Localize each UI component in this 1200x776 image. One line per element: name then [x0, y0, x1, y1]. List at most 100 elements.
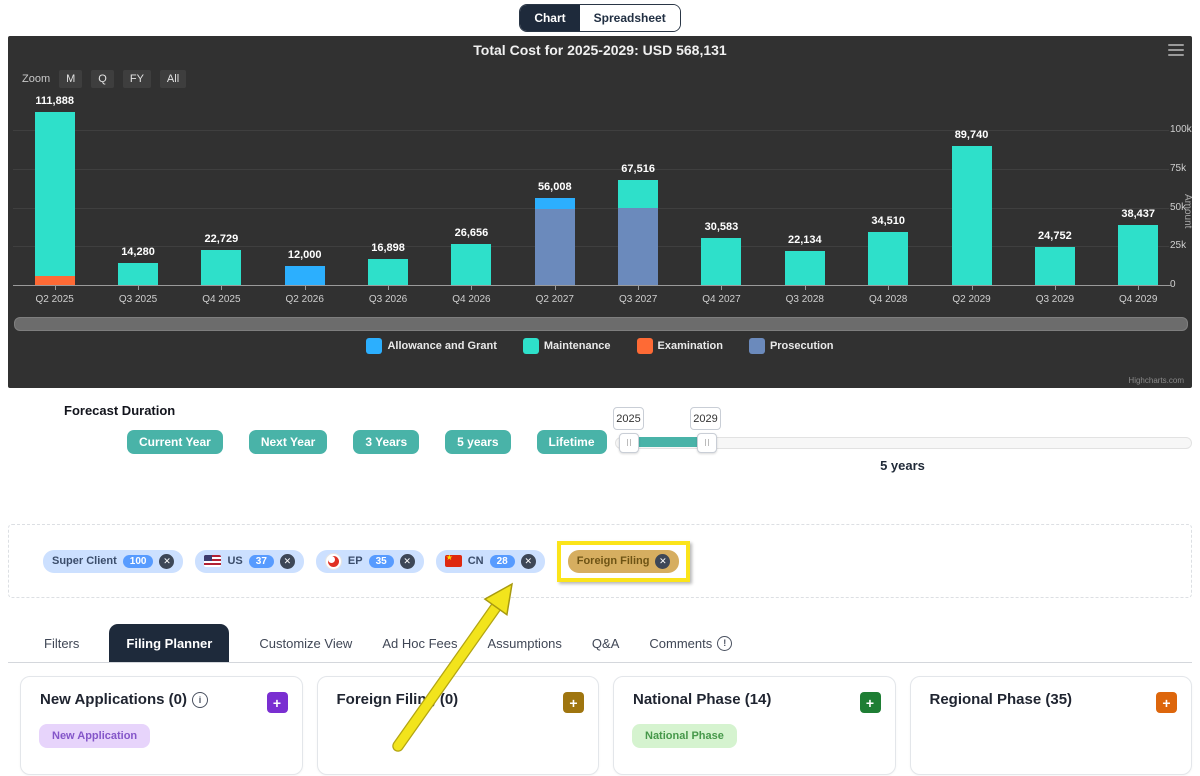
- x-axis-label: Q3 2026: [368, 294, 408, 305]
- bar-segment-maintenance: [201, 249, 242, 285]
- slider-handle-max[interactable]: [697, 433, 717, 453]
- chip-remove-icon[interactable]: ✕: [399, 553, 415, 569]
- filter-chip-ep[interactable]: EP 35 ✕: [315, 549, 424, 573]
- card-national-phase: National Phase (14) + National Phase: [613, 676, 896, 775]
- card-title: Regional Phase (35): [930, 691, 1073, 708]
- main-tabs: Filters Filing Planner Customize View Ad Ho…: [8, 624, 1192, 663]
- tab-label: Q&A: [591, 635, 620, 651]
- legend-swatch-allowance-and-grant-icon: [366, 338, 383, 354]
- bar-q4-2027[interactable]: [701, 237, 742, 285]
- highcharts-credit[interactable]: Highcharts.com: [1128, 376, 1184, 385]
- bar-q4-2028[interactable]: [868, 231, 909, 285]
- bar-q3-2025[interactable]: [118, 262, 159, 285]
- duration-button-3-years[interactable]: 3 Years: [353, 430, 420, 454]
- legend-item-maintenance[interactable]: Maintenance: [522, 338, 611, 354]
- x-axis-label: Q4 2026: [452, 294, 491, 305]
- bar-q3-2027[interactable]: [618, 180, 659, 285]
- duration-button-5-years[interactable]: 5 years: [445, 430, 511, 454]
- duration-button-current-year[interactable]: Current Year: [127, 430, 223, 454]
- forecast-duration-heading: Forecast Duration: [64, 403, 176, 418]
- slider-summary: 5 years: [880, 458, 925, 473]
- filing-cards-row: New Applications (0) i + New Application For…: [20, 676, 1192, 775]
- x-axis-label: Q4 2025: [202, 294, 241, 305]
- bar-value-label: 34,510: [871, 214, 905, 227]
- bar-q4-2029[interactable]: [1118, 225, 1159, 285]
- bar-q2-2026[interactable]: [284, 266, 325, 285]
- chart-legend: Allowance and Grant Maintenance Examinatio…: [8, 338, 1192, 354]
- bar-q3-2026[interactable]: [368, 258, 409, 285]
- chip-remove-icon[interactable]: ✕: [159, 553, 175, 569]
- bar-segment-maintenance: [451, 243, 492, 285]
- slider-handle-min[interactable]: [619, 433, 639, 453]
- chip-remove-icon[interactable]: ✕: [520, 553, 536, 569]
- legend-item-allowance-and-grant[interactable]: Allowance and Grant: [366, 338, 497, 354]
- y-axis-label: 0: [1170, 279, 1176, 290]
- info-icon[interactable]: i: [191, 691, 208, 708]
- bar-segment-maintenance: [951, 145, 992, 285]
- tab-assumptions[interactable]: Assumptions: [487, 624, 561, 662]
- x-axis-tick: [1138, 286, 1140, 290]
- forecast-duration-section: Forecast Duration Current Year Next Year 3…: [8, 388, 1192, 508]
- bar-value-label: 24,752: [1038, 229, 1072, 242]
- bar-segment-maintenance: [868, 231, 909, 285]
- tab-spreadsheet[interactable]: Spreadsheet: [579, 5, 680, 31]
- x-axis-label: Q4 2027: [702, 294, 741, 305]
- chip-remove-icon[interactable]: ✕: [279, 553, 295, 569]
- add-national-phase-button[interactable]: +: [859, 692, 881, 713]
- filter-chip-cn[interactable]: CN 28 ✕: [435, 549, 545, 573]
- bar-value-label: 16,898: [371, 241, 405, 254]
- tab-customize-view[interactable]: Customize View: [259, 624, 352, 662]
- info-icon[interactable]: !: [717, 635, 733, 651]
- slider-min-year-label: 2025: [613, 407, 644, 430]
- chart-scrollbar[interactable]: [14, 317, 1188, 331]
- add-new-applications-button[interactable]: +: [266, 692, 288, 713]
- bar-value-label: 38,437: [1121, 208, 1156, 221]
- x-axis-tick: [1054, 286, 1056, 290]
- bar-segment-prosecution: [534, 209, 575, 285]
- chip-count-badge: 37: [248, 554, 274, 568]
- legend-item-prosecution[interactable]: Prosecution: [748, 338, 834, 354]
- duration-button-next-year[interactable]: Next Year: [248, 430, 328, 454]
- bar-q3-2029[interactable]: [1034, 246, 1075, 285]
- duration-button-lifetime[interactable]: Lifetime: [536, 430, 607, 454]
- chip-remove-icon[interactable]: ✕: [655, 553, 671, 569]
- card-title-text: Regional Phase (35): [929, 691, 1073, 708]
- bar-q3-2028[interactable]: [784, 250, 825, 285]
- zoom-button-q[interactable]: Q: [91, 70, 114, 88]
- tab-filters[interactable]: Filters: [44, 624, 79, 662]
- filter-chip-foreign-filing[interactable]: Foreign Filing ✕: [567, 549, 680, 573]
- bar-q4-2025[interactable]: [201, 249, 242, 285]
- zoom-button-all[interactable]: All: [159, 70, 187, 88]
- tab-ad-hoc-fees[interactable]: Ad Hoc Fees: [382, 624, 457, 662]
- zoom-button-fy[interactable]: FY: [122, 70, 151, 88]
- y-axis-title: Amount: [1182, 194, 1193, 229]
- bar-q2-2029[interactable]: [951, 145, 992, 285]
- filter-chip-super-client[interactable]: Super Client 100 ✕: [43, 549, 184, 573]
- chart-context-menu-icon[interactable]: [1168, 41, 1184, 59]
- bar-q2-2027[interactable]: [534, 198, 575, 285]
- bar-q4-2026[interactable]: [451, 243, 492, 285]
- tab-q-a[interactable]: Q&A: [592, 624, 619, 662]
- add-foreign-filing-button[interactable]: +: [563, 692, 584, 713]
- view-toggle-wrap: Chart Spreadsheet: [0, 4, 1200, 32]
- bar-value-label: 22,134: [787, 233, 822, 246]
- legend-swatch-examination-icon: [636, 338, 653, 354]
- zoom-button-m[interactable]: M: [59, 70, 83, 88]
- year-range-slider-track[interactable]: [615, 437, 1192, 449]
- legend-item-examination[interactable]: Examination: [636, 338, 723, 354]
- filter-chip-us[interactable]: US 37 ✕: [195, 549, 304, 573]
- x-axis-tick: [888, 286, 890, 290]
- tab-comments[interactable]: Comments!: [649, 624, 733, 662]
- gridline: [13, 168, 1169, 170]
- bar-segment-maintenance: [701, 237, 742, 285]
- pill-new-application[interactable]: New Application: [39, 724, 151, 748]
- tab-filing-planner[interactable]: Filing Planner: [109, 624, 230, 662]
- chip-label: EP: [347, 555, 363, 567]
- bar-q2-2025[interactable]: [34, 111, 75, 285]
- pill-national-phase[interactable]: National Phase: [632, 724, 737, 748]
- bar-segment-allowance-and-grant: [284, 266, 325, 285]
- chart-panel: Total Cost for 2025-2029: USD 568,131 Zo…: [8, 36, 1193, 388]
- x-axis-tick: [471, 286, 473, 290]
- tab-chart[interactable]: Chart: [520, 5, 580, 31]
- add-regional-phase-button[interactable]: +: [1156, 692, 1177, 713]
